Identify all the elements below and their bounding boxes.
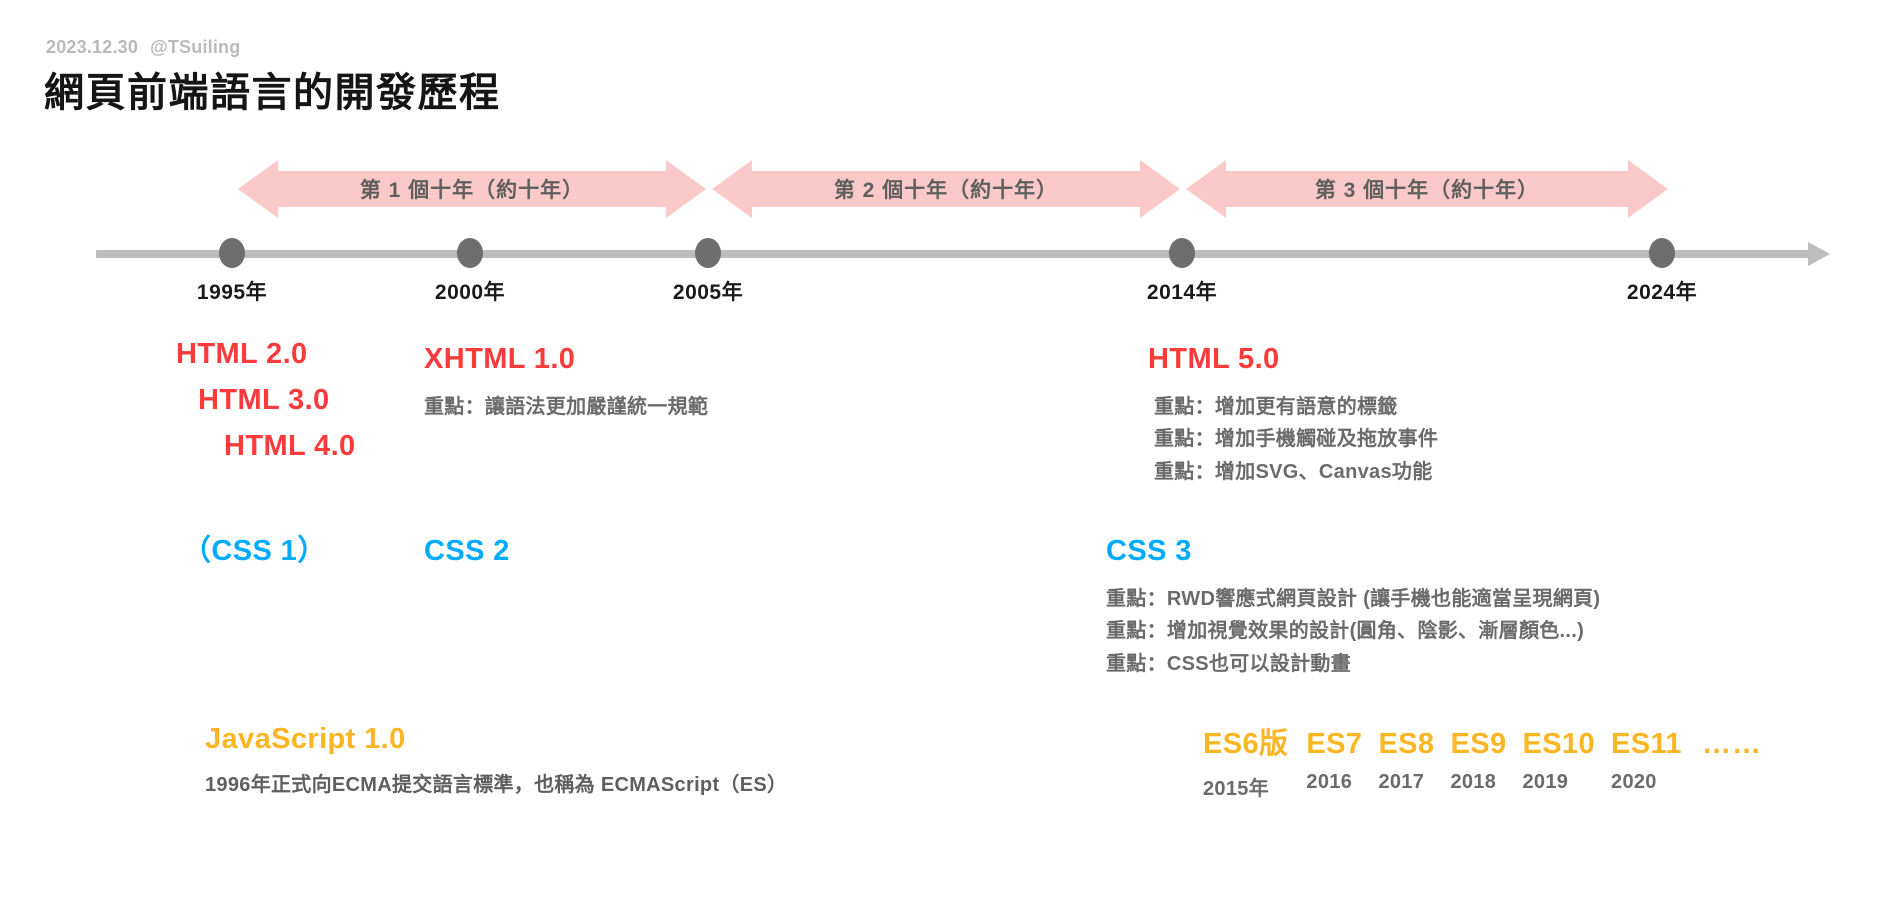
es-version-year: 2019 xyxy=(1522,771,1569,793)
es-version-item: ES7 2016 xyxy=(1306,728,1362,794)
css3-note: 重點：RWD響應式網頁設計 (讓手機也能適當呈現網頁) xyxy=(1106,587,1601,610)
decade-arrow: 第 2 個十年（約十年） xyxy=(712,160,1180,218)
html5-note: 重點：增加SVG、Canvas功能 xyxy=(1154,460,1433,483)
html5-block: HTML 5.0 重點：增加更有語意的標籤 重點：增加手機觸碰及拖放事件 重點：… xyxy=(1148,340,1438,488)
html-version-label: HTML 3.0 xyxy=(198,384,330,416)
es-version-row: ES6版 2015年 ES7 2016 ES8 2017 ES9 2018 ES10 2019 ES… xyxy=(1203,720,1762,801)
double-arrow-icon xyxy=(1186,160,1668,218)
es-version-name: ES8 xyxy=(1378,728,1435,760)
double-arrow-icon xyxy=(238,160,706,218)
css1-title: （CSS 1） xyxy=(182,535,327,567)
es-version-item: ES9 2018 xyxy=(1450,728,1506,794)
html5-title: HTML 5.0 xyxy=(1148,343,1280,375)
es-version-name: ES6版 xyxy=(1203,728,1289,760)
es-version-item: ES6版 2015年 xyxy=(1203,720,1288,801)
es-version-item: ES10 2019 xyxy=(1522,728,1595,794)
es-version-item: ES11 2020 xyxy=(1611,728,1682,794)
xhtml-title: XHTML 1.0 xyxy=(424,343,576,375)
css2-block: CSS 2 xyxy=(424,532,510,571)
es-version-name: ES7 xyxy=(1306,728,1363,760)
css3-title: CSS 3 xyxy=(1106,535,1192,567)
es-version-item: ES8 2017 xyxy=(1378,728,1434,794)
decade-arrow: 第 1 個十年（約十年） xyxy=(238,160,706,218)
javascript-note: 1996年正式向ECMA提交語言標準，也稱為 ECMAScript（ES） xyxy=(205,773,788,796)
byline: 2023.12.30 @TSuiling xyxy=(46,37,240,58)
xhtml-note: 重點：讓語法更加嚴謹統一規範 xyxy=(424,395,709,418)
javascript-title: JavaScript 1.0 xyxy=(205,723,406,755)
html5-note: 重點：增加更有語意的標籤 xyxy=(1154,395,1398,418)
timeline-node xyxy=(219,238,245,268)
timeline-year-label: 2024年 xyxy=(1626,281,1698,304)
timeline-node xyxy=(695,238,721,268)
html-version-label: HTML 4.0 xyxy=(224,430,356,462)
javascript-block: JavaScript 1.0 1996年正式向ECMA提交語言標準，也稱為 EC… xyxy=(205,720,787,801)
decade-label: 第 3 個十年（約十年） xyxy=(1314,179,1540,202)
timeline-year-label: 2000年 xyxy=(434,281,506,304)
decade-arrow: 第 3 個十年（約十年） xyxy=(1186,160,1668,218)
double-arrow-icon xyxy=(712,160,1180,218)
timeline-year-label: 1995年 xyxy=(196,281,268,304)
timeline-node xyxy=(1649,238,1675,268)
html5-note: 重點：增加手機觸碰及拖放事件 xyxy=(1154,428,1439,451)
es-version-year: 2016 xyxy=(1306,771,1353,793)
timeline-axis: 1995年 2000年 2005年 2014年 2024年 xyxy=(0,238,1900,304)
es-version-year: 2018 xyxy=(1450,771,1497,793)
es-version-name: ES11 xyxy=(1611,728,1682,760)
author-handle: @TSuiling xyxy=(150,37,241,57)
es-versions-block: ES6版 2015年 ES7 2016 ES8 2017 ES9 2018 ES10 2019 ES… xyxy=(1203,720,1762,801)
es-versions-ellipsis: …… xyxy=(1701,728,1762,760)
timeline-node xyxy=(1169,238,1195,268)
es-version-name: ES9 xyxy=(1450,728,1507,760)
decade-arrow-band: 第 1 個十年（約十年） 第 2 個十年（約十年） 第 3 個十年（約十年） xyxy=(0,160,1900,222)
html-version-label: HTML 2.0 xyxy=(176,338,308,370)
css3-note: 重點：增加視覺效果的設計(圓角、陰影、漸層顏色...) xyxy=(1106,620,1585,643)
css1-block: （CSS 1） xyxy=(182,532,327,571)
es-version-year: 2020 xyxy=(1611,771,1657,793)
decade-label: 第 2 個十年（約十年） xyxy=(833,179,1059,202)
html-early-versions-block: HTML 2.0 HTML 3.0 HTML 4.0 xyxy=(176,340,356,461)
css3-block: CSS 3 重點：RWD響應式網頁設計 (讓手機也能適當呈現網頁) 重點：增加視… xyxy=(1106,532,1600,680)
es-version-year: 2017 xyxy=(1378,771,1425,793)
decade-label: 第 1 個十年（約十年） xyxy=(359,179,585,202)
axis-line xyxy=(96,250,1812,258)
publish-date: 2023.12.30 xyxy=(46,37,139,57)
timeline-year-label: 2014年 xyxy=(1146,281,1218,304)
css2-title: CSS 2 xyxy=(424,535,510,567)
es-version-year: 2015年 xyxy=(1203,778,1269,800)
timeline-year-label: 2005年 xyxy=(672,281,744,304)
timeline-node xyxy=(457,238,483,268)
css3-note: 重點：CSS也可以設計動畫 xyxy=(1106,652,1352,675)
page-title: 網頁前端語言的開發歷程 xyxy=(44,71,501,115)
axis-arrow-right-icon xyxy=(1808,242,1830,266)
xhtml-block: XHTML 1.0 重點：讓語法更加嚴謹統一規範 xyxy=(424,340,708,423)
es-version-name: ES10 xyxy=(1522,728,1596,760)
